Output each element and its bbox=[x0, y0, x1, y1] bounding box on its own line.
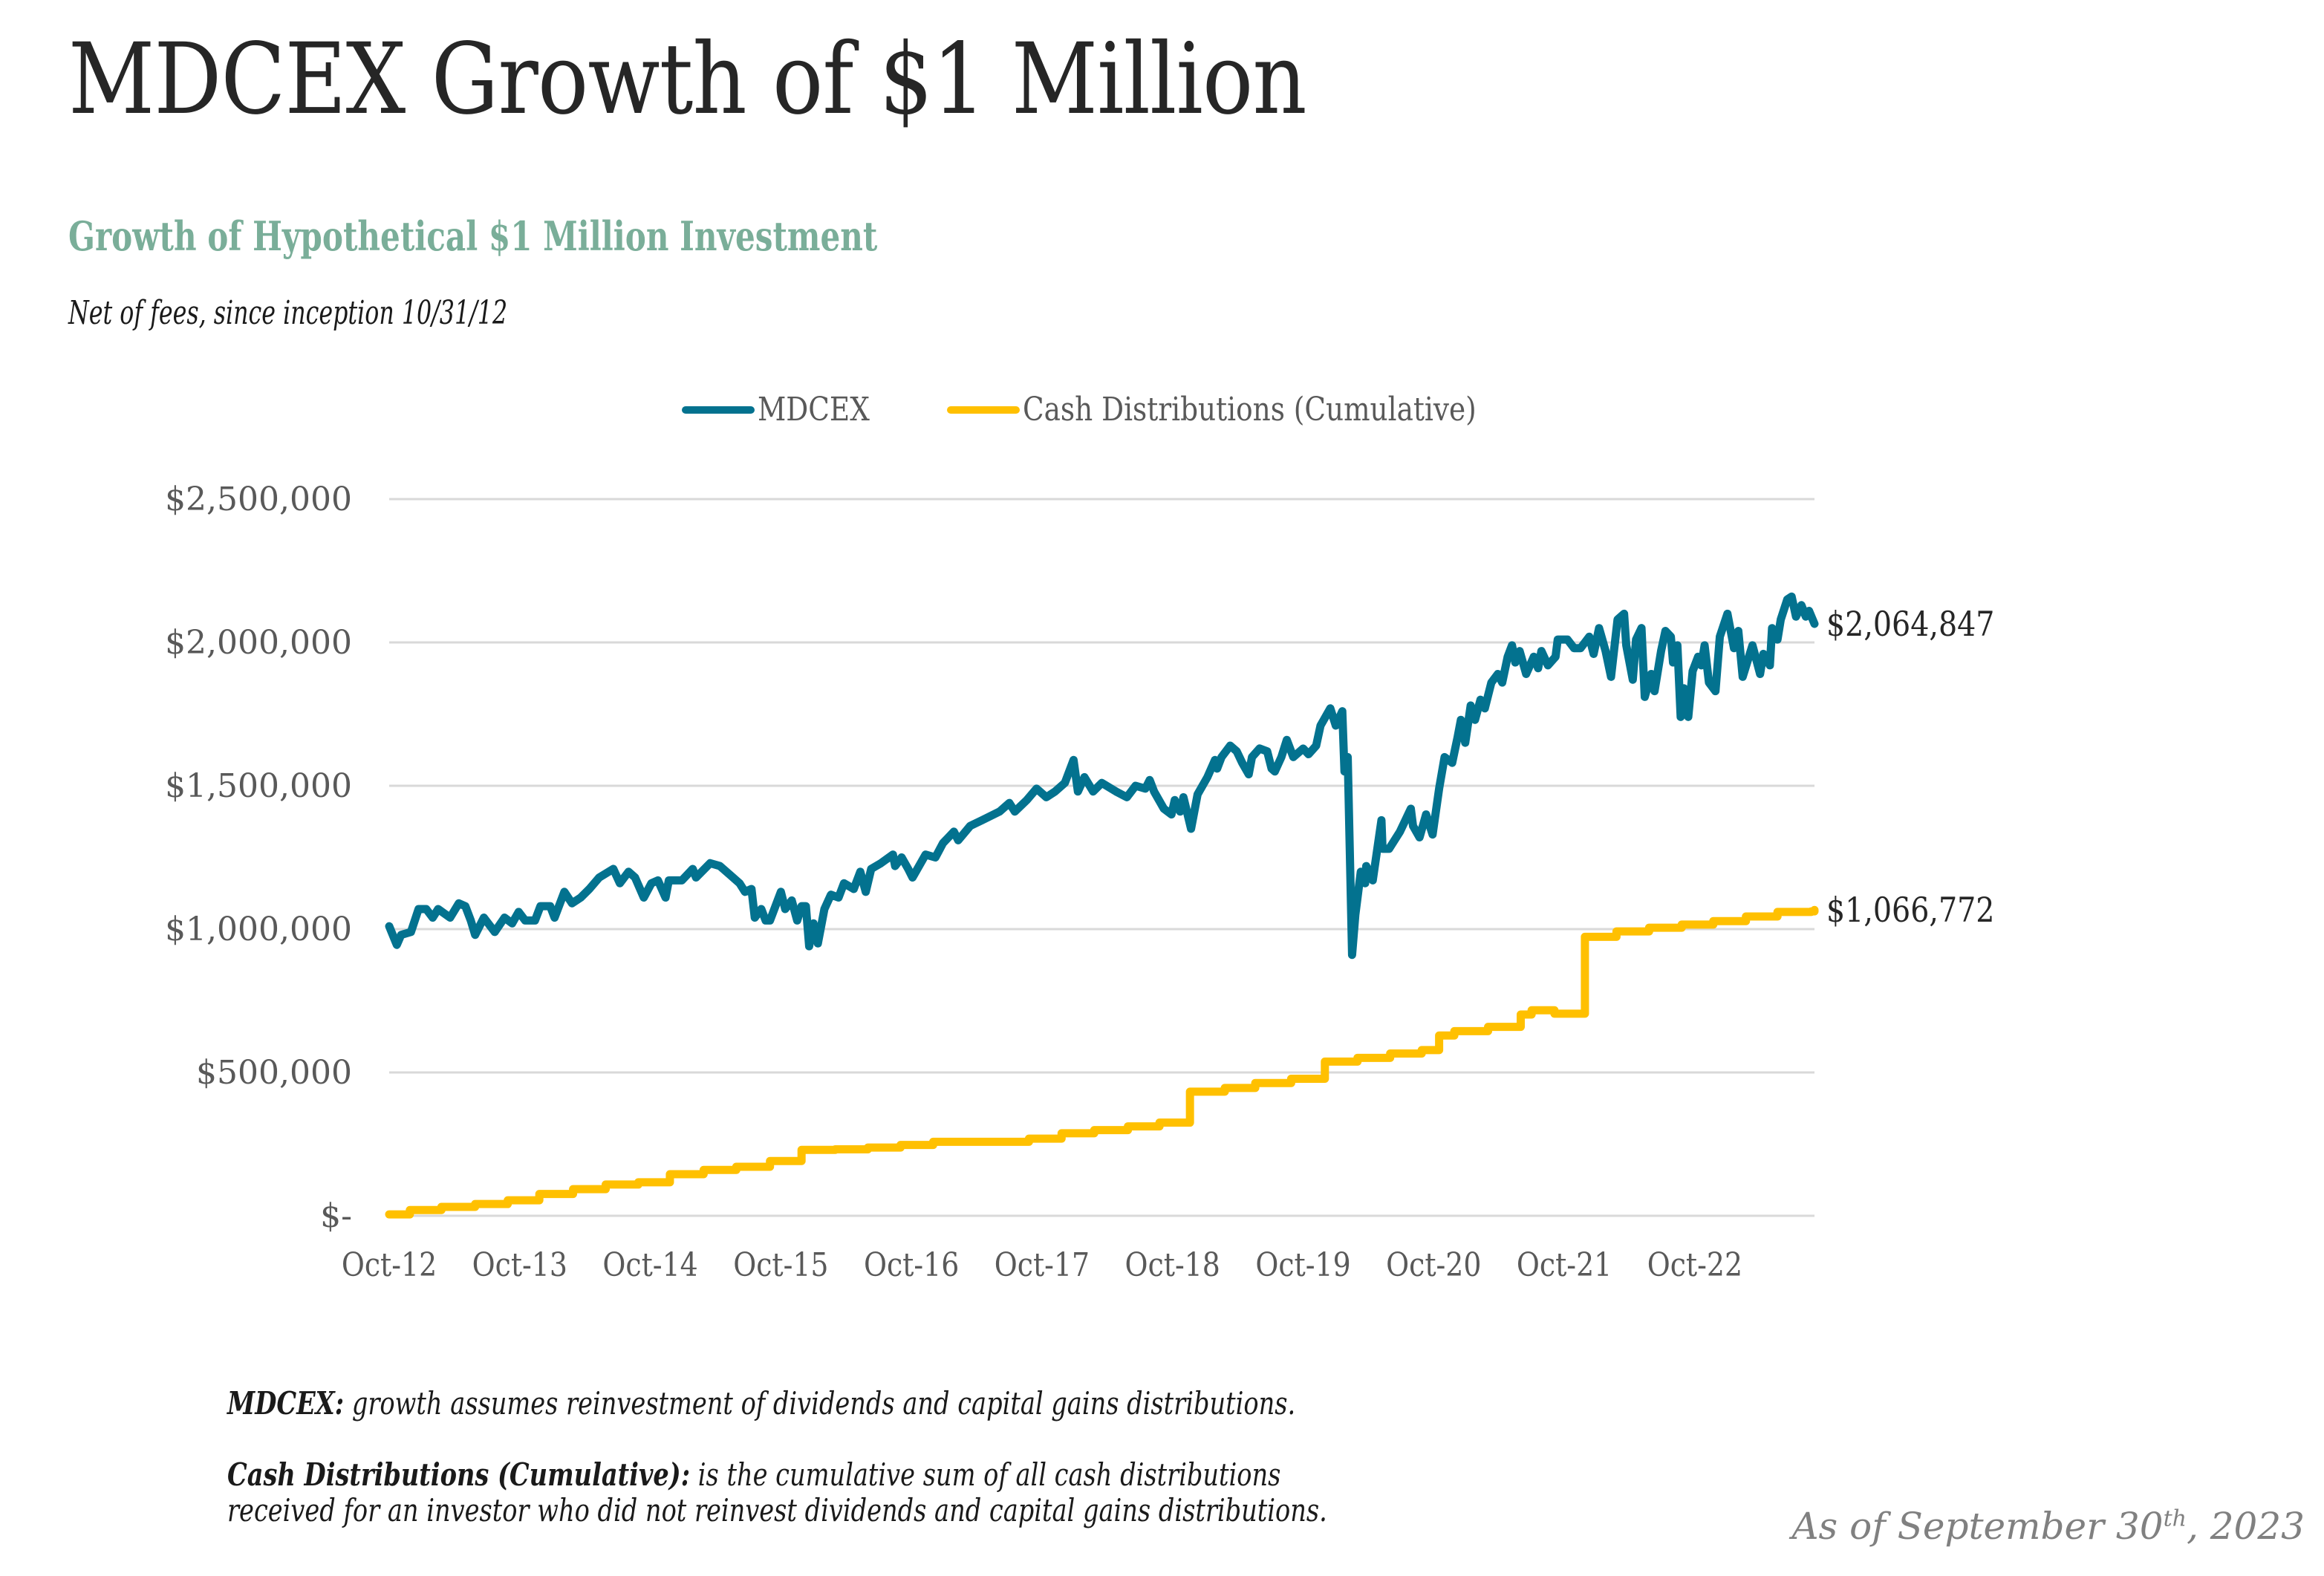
x-axis-labels: Oct-12 Oct-13 Oct-14 Oct-15 Oct-16 Oct-17 Oct-… bbox=[342, 1246, 1742, 1283]
y-axis-labels: $- $500,000 $1,000,000 $1,500,000 $2,000,000… bbox=[165, 481, 352, 1235]
y-tick-label: $- bbox=[320, 1197, 352, 1235]
x-tick-label: Oct-21 bbox=[1517, 1246, 1612, 1283]
x-tick-label: Oct-16 bbox=[864, 1246, 959, 1283]
cash-end-label: $1,066,772 bbox=[1826, 890, 1994, 931]
footer-mdcex-note: MDCEX: growth assumes reinvestment of di… bbox=[227, 1386, 1295, 1422]
cash-distributions-line bbox=[385, 905, 1819, 1219]
as-of-suffix: th bbox=[2163, 1505, 2187, 1532]
mdcex-end-label: $2,064,847 bbox=[1826, 605, 1994, 645]
x-tick-label: Oct-22 bbox=[1647, 1246, 1742, 1283]
footer-cash-note: Cash Distributions (Cumulative): is the … bbox=[227, 1457, 1327, 1528]
mdcex-line bbox=[385, 592, 1819, 960]
footer-mdcex-text: growth assumes reinvestment of dividends… bbox=[344, 1385, 1296, 1422]
x-tick-label: Oct-18 bbox=[1125, 1246, 1220, 1283]
as-of-prefix: As of September 30 bbox=[1791, 1505, 2164, 1548]
grid-lines bbox=[389, 498, 1814, 1217]
footer-cash-label: Cash Distributions (Cumulative): bbox=[227, 1456, 691, 1493]
x-tick-label: Oct-17 bbox=[995, 1246, 1090, 1283]
x-tick-label: Oct-13 bbox=[472, 1246, 567, 1283]
chart-note: Net of fees, since inception 10/31/12 bbox=[68, 294, 508, 332]
legend-item-cash: Cash Distributions (Cumulative) bbox=[947, 391, 1557, 429]
end-labels: $2,064,847 $1,066,772 bbox=[1826, 605, 1994, 931]
x-tick-label: Oct-15 bbox=[733, 1246, 828, 1283]
x-tick-label: Oct-12 bbox=[342, 1246, 437, 1283]
footer-mdcex-label: MDCEX: bbox=[227, 1385, 345, 1422]
chart-legend: MDCEX Cash Distributions (Cumulative) bbox=[682, 391, 1615, 429]
x-tick-label: Oct-20 bbox=[1386, 1246, 1481, 1283]
x-tick-label: Oct-14 bbox=[602, 1246, 697, 1283]
legend-label-cash: Cash Distributions (Cumulative) bbox=[1023, 391, 1477, 429]
legend-item-mdcex: MDCEX bbox=[682, 391, 889, 429]
y-tick-label: $2,500,000 bbox=[165, 481, 352, 518]
y-tick-label: $1,000,000 bbox=[165, 911, 352, 948]
chart-subtitle: Growth of Hypothetical $1 Million Invest… bbox=[68, 212, 878, 260]
legend-swatch-mdcex bbox=[682, 406, 755, 414]
footer-cash-text-2: received for an investor who did not rei… bbox=[227, 1492, 1327, 1528]
legend-swatch-cash bbox=[947, 406, 1021, 414]
y-tick-label: $500,000 bbox=[196, 1054, 352, 1092]
page-title: MDCEX Growth of $1 Million bbox=[68, 22, 1307, 137]
x-tick-label: Oct-19 bbox=[1255, 1246, 1350, 1283]
legend-label-mdcex: MDCEX bbox=[758, 391, 870, 429]
footer-cash-text-1: is the cumulative sum of all cash distri… bbox=[690, 1456, 1281, 1493]
as-of-year: , 2023 bbox=[2186, 1505, 2305, 1548]
as-of-date: As of September 30th, 2023 bbox=[1791, 1505, 2305, 1548]
series-lines bbox=[385, 592, 1819, 1219]
y-tick-label: $1,500,000 bbox=[165, 767, 352, 805]
y-tick-label: $2,000,000 bbox=[165, 624, 352, 662]
